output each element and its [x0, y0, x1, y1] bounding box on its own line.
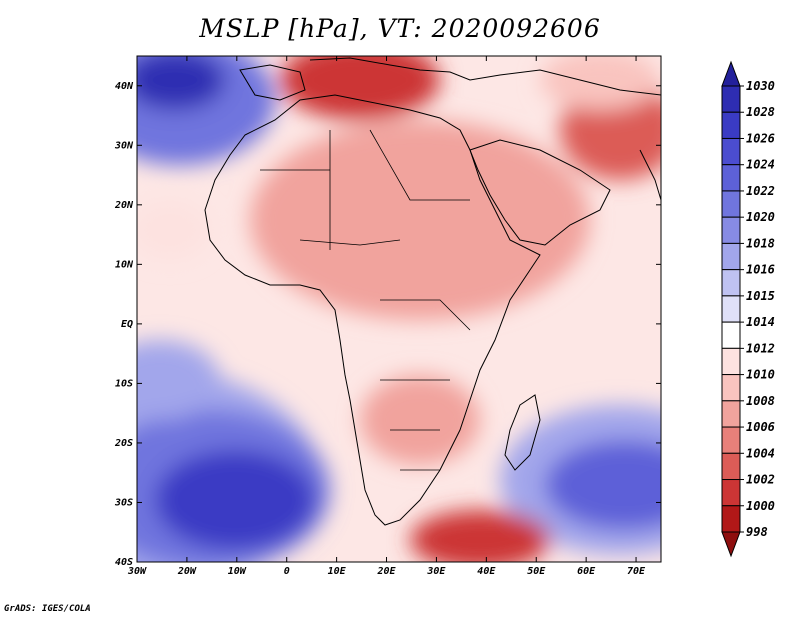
lon-label: 50E — [527, 566, 546, 577]
colorbar-bottom-arrow — [721, 531, 741, 558]
lat-label: EQ — [121, 319, 133, 330]
colorbar-swatch — [721, 452, 741, 481]
colorbar-swatch — [721, 269, 741, 297]
colorbar-label: 1006 — [746, 420, 775, 434]
lon-label: 40E — [477, 566, 496, 577]
lon-label: 70E — [627, 566, 646, 577]
plot-frame — [136, 55, 662, 563]
colorbar-swatch — [721, 190, 741, 218]
map-title: MSLP [hPa], VT: 2020092606 — [199, 14, 601, 43]
lon-label: 20E — [376, 566, 396, 577]
colorbar-top-arrow — [721, 60, 741, 87]
mediterranean-low — [280, 56, 440, 120]
colorbar-swatch — [721, 347, 741, 376]
colorbar-swatch — [721, 321, 741, 349]
colorbar-label: 1004 — [746, 446, 775, 460]
lat-label: 30S — [114, 497, 133, 508]
colorbar-label: 1012 — [746, 341, 775, 355]
latitude-axis: 40N 30N 20N 10N EQ 10S 20S 30S 40S — [114, 81, 661, 568]
colorbar-label: 1008 — [746, 394, 775, 408]
colorbar-label: 1002 — [746, 473, 775, 487]
colorbar-label: 1014 — [746, 315, 775, 329]
colorbar-swatch — [721, 85, 741, 113]
colorbar-label: 998 — [746, 525, 768, 539]
colorbar-swatch — [721, 479, 741, 507]
india-coastline — [639, 149, 661, 201]
colorbar-swatch — [721, 137, 741, 166]
lat-label: 40N — [115, 81, 134, 92]
colorbar: 1030 1028 1026 1024 1022 1020 1018 1016 1015 1014… — [721, 60, 775, 558]
lat-label: 10S — [115, 378, 133, 389]
colorbar-swatch — [721, 400, 741, 428]
lon-label: 30E — [426, 566, 446, 577]
colorbar-label: 1015 — [746, 289, 775, 303]
lat-label: 40S — [115, 557, 133, 568]
atlantic-ridge — [137, 340, 220, 420]
arabia-coastline — [469, 139, 611, 246]
sahara-low — [250, 120, 590, 320]
europe-asia-coastline — [309, 57, 661, 96]
colorbar-label: 1018 — [746, 236, 775, 250]
lat-label: 20S — [114, 438, 133, 449]
colorbar-label: 1026 — [746, 131, 775, 145]
asia-trough — [540, 56, 660, 110]
colorbar-label: 1030 — [746, 79, 775, 93]
iberia-coastline — [239, 64, 306, 101]
colorbar-swatch — [721, 111, 741, 139]
southern-ocean-low — [410, 510, 550, 562]
colorbar-swatch — [721, 164, 741, 192]
longitude-axis: 30W 20W 10W 0 10E 20E 30E 40E 50E 60E 70E — [127, 56, 646, 577]
colorbar-label: 1020 — [746, 210, 775, 224]
colorbar-swatch — [721, 426, 741, 454]
lon-label: 0 — [284, 566, 290, 577]
colorbar-label: 1016 — [746, 263, 775, 277]
colorbar-label: 1024 — [746, 158, 775, 172]
lat-label: 20N — [114, 200, 134, 211]
country-borders — [260, 129, 471, 471]
southern-africa-low — [360, 375, 480, 465]
lon-label: 60E — [577, 566, 596, 577]
colorbar-swatch — [721, 505, 741, 533]
colorbar-label: 1028 — [746, 105, 775, 119]
pressure-field — [137, 56, 661, 562]
lat-label: 30N — [114, 140, 134, 151]
azores-high-core — [137, 56, 225, 110]
lon-label: 30W — [127, 566, 147, 577]
colorbar-label: 1010 — [746, 368, 775, 382]
africa-coastline — [204, 94, 541, 526]
colorbar-label: 1022 — [746, 184, 775, 198]
atlantic-weak-area — [137, 200, 210, 260]
lat-label: 10N — [115, 259, 134, 270]
colorbar-label: 1000 — [746, 499, 775, 513]
lon-label: 20W — [177, 566, 197, 577]
indian-ocean-high-core — [545, 440, 661, 530]
madagascar-coastline — [504, 394, 541, 471]
colorbar-swatch — [721, 295, 741, 323]
lon-label: 10E — [328, 566, 347, 577]
south-atlantic-high-core — [155, 450, 315, 550]
colorbar-swatch — [721, 374, 741, 402]
colorbar-swatch — [721, 216, 741, 244]
grads-credit: GrADS: IGES/COLA — [4, 604, 91, 614]
lon-label: 10W — [228, 566, 247, 577]
colorbar-swatch — [721, 242, 741, 271]
